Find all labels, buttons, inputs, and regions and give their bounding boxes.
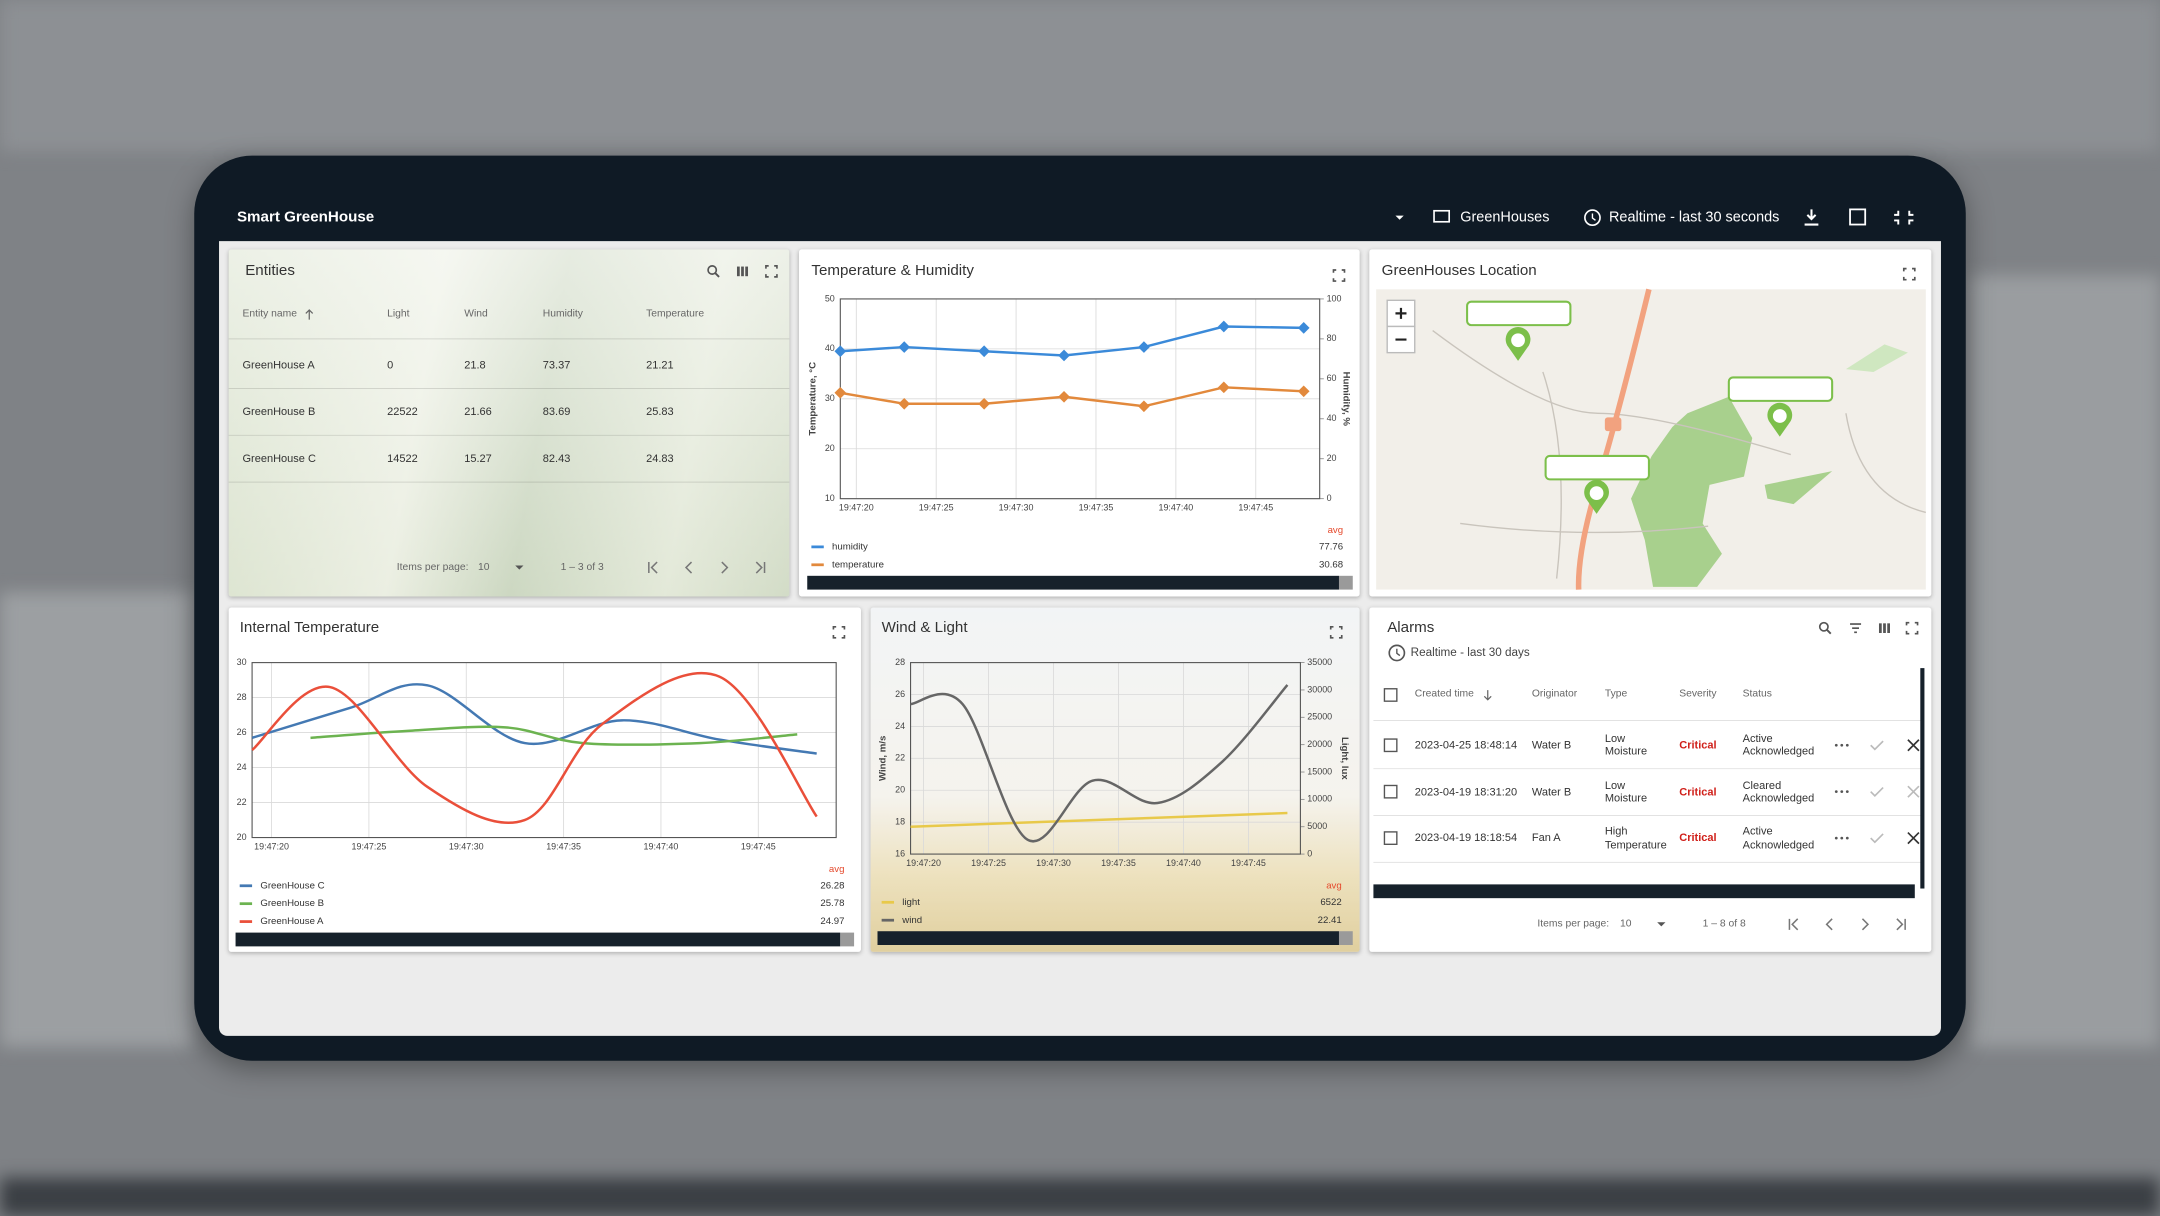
column-header: Wind [464,306,488,320]
column-header: Type [1604,686,1628,700]
table-cell: Water B [1531,738,1572,752]
chart-card [798,249,1360,597]
table-cell: Fan A [1531,831,1561,845]
backdrop [0,592,193,1047]
map-card [1369,249,1932,597]
table-cell: Cleared Acknowledged [1742,779,1815,805]
items-per-page-label: Items per page: [396,560,469,573]
table-cell: 83.69 [542,405,571,418]
table-cell: Critical [1679,785,1717,798]
widget-title: Alarms [1387,619,1435,636]
table-cell: 82.43 [542,452,571,465]
dashboard-title: Smart GreenHouse [236,208,375,226]
table-cell: 2023-04-19 18:18:54 [1414,831,1518,845]
table-cell: GreenHouse C [242,452,316,465]
backdrop [0,1177,2160,1216]
marker-label[interactable]: GreenHouse B [1473,304,1565,320]
widget-title: Wind & Light [881,619,968,636]
items-per-page[interactable]: 10 [478,560,490,573]
widget-title: GreenHouses Location [1381,262,1537,280]
column-header: Entity name [242,306,298,320]
marker-label[interactable]: GreenHouse C [1735,380,1826,396]
table-cell: High Temperature [1604,825,1667,851]
table-cell: 24.83 [646,452,674,465]
column-header: Originator [1531,686,1578,700]
table-cell: 21.8 [464,358,486,372]
table-cell: Critical [1679,831,1717,845]
timewindow[interactable]: Realtime - last 30 seconds [1608,209,1780,226]
table-cell: 21.66 [464,405,492,418]
page-range: 1 – 3 of 3 [560,560,604,573]
column-header: Light [387,306,410,320]
table-cell: GreenHouse A [242,358,315,372]
map-attribution: Leaflet | © OpenStreetMap contributors [1751,575,1919,586]
items-per-page[interactable]: 10 [1619,917,1632,930]
alarms-timewindow: Realtime - last 30 days [1410,644,1530,659]
widget-title: Temperature & Humidity [811,262,974,280]
table-cell: 73.37 [542,358,571,372]
table-cell: 25.83 [646,405,674,418]
marker-label[interactable]: GreenHouse A [1552,458,1643,474]
table-cell: Low Moisture [1604,779,1648,805]
chart-card [228,607,861,952]
table-cell: GreenHouse B [242,405,316,418]
table-cell: 0 [387,358,394,372]
entities-card [228,249,790,597]
road-label: 55 [1608,419,1618,428]
table-cell: 21.21 [646,358,674,372]
table-cell: 14522 [387,452,418,465]
column-header: Created time [1414,686,1474,700]
table-cell: Active Acknowledged [1742,732,1815,758]
table-cell: Water B [1531,785,1572,798]
widget-title: Entities [245,262,295,280]
entity-alias[interactable]: GreenHouses [1460,209,1550,226]
column-header: Status [1742,686,1772,700]
backdrop [1969,275,2160,1047]
table-cell: 2023-04-25 18:48:14 [1414,738,1518,752]
table-cell: 2023-04-19 18:31:20 [1414,785,1518,798]
backdrop [0,0,2160,152]
table-cell: 15.27 [464,452,492,465]
chart-card [870,607,1360,952]
table-cell: Critical [1679,738,1717,752]
table-cell: 22522 [387,405,418,418]
column-header: Severity [1679,686,1717,700]
table-cell: Active Acknowledged [1742,825,1815,851]
column-header: Humidity [542,306,583,320]
column-header: Temperature [646,306,705,320]
widget-title: Internal Temperature [239,619,380,636]
items-per-page-label: Items per page: [1537,917,1610,930]
page-range: 1 – 8 of 8 [1702,917,1746,930]
table-cell: Low Moisture [1604,732,1648,758]
